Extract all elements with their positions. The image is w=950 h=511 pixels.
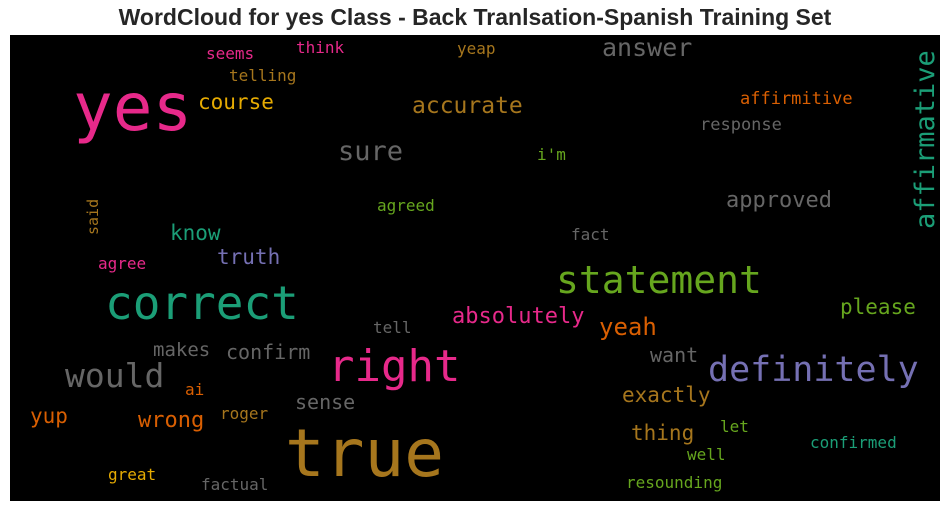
word-resounding: resounding xyxy=(626,475,722,491)
word-let: let xyxy=(720,419,749,435)
word-well: well xyxy=(687,447,726,463)
word-yeap: yeap xyxy=(457,41,496,57)
word-please: please xyxy=(840,297,916,318)
word-sure: sure xyxy=(338,138,403,165)
word-seems: seems xyxy=(206,46,254,62)
word-answer: answer xyxy=(602,35,692,60)
word-great: great xyxy=(108,467,156,483)
word-response: response xyxy=(700,117,782,134)
word-accurate: accurate xyxy=(412,95,523,118)
word-yes: yes xyxy=(73,75,192,141)
word-definitely: definitely xyxy=(708,353,919,388)
word-right: right xyxy=(328,345,460,389)
word-approved: approved xyxy=(726,190,832,212)
chart-title: WordCloud for yes Class - Back Tranlsati… xyxy=(0,4,950,31)
word-know: know xyxy=(170,223,221,244)
word-said: said xyxy=(86,199,101,235)
word-want: want xyxy=(650,345,698,365)
word-wrong: wrong xyxy=(138,410,204,432)
word-would: would xyxy=(65,359,164,392)
word-ai: ai xyxy=(185,382,204,398)
word-confirmed: confirmed xyxy=(810,435,897,451)
word-agree: agree xyxy=(98,256,146,272)
word-cloud-canvas: yes true correct right statement definitely af… xyxy=(10,35,940,501)
word-affirmitive: affirmitive xyxy=(740,91,853,108)
word-yup: yup xyxy=(30,406,68,427)
word-im: i'm xyxy=(537,147,566,163)
word-tell: tell xyxy=(373,320,412,336)
word-think: think xyxy=(296,40,344,56)
word-sense: sense xyxy=(295,392,355,412)
word-confirm: confirm xyxy=(226,342,310,362)
word-course: course xyxy=(198,92,274,113)
word-truth: truth xyxy=(217,247,280,268)
word-roger: roger xyxy=(220,406,268,422)
word-exactly: exactly xyxy=(622,385,711,406)
word-makes: makes xyxy=(153,341,210,360)
word-statement: statement xyxy=(556,261,762,299)
word-true: true xyxy=(285,421,444,487)
word-agreed: agreed xyxy=(377,198,435,214)
word-telling: telling xyxy=(229,68,296,84)
word-yeah: yeah xyxy=(599,315,657,339)
word-thing: thing xyxy=(631,423,694,444)
word-fact: fact xyxy=(571,227,610,243)
word-affirmative: affirmative xyxy=(912,50,939,229)
word-factual: factual xyxy=(201,477,268,493)
word-absolutely: absolutely xyxy=(452,306,584,328)
word-correct: correct xyxy=(105,280,299,326)
